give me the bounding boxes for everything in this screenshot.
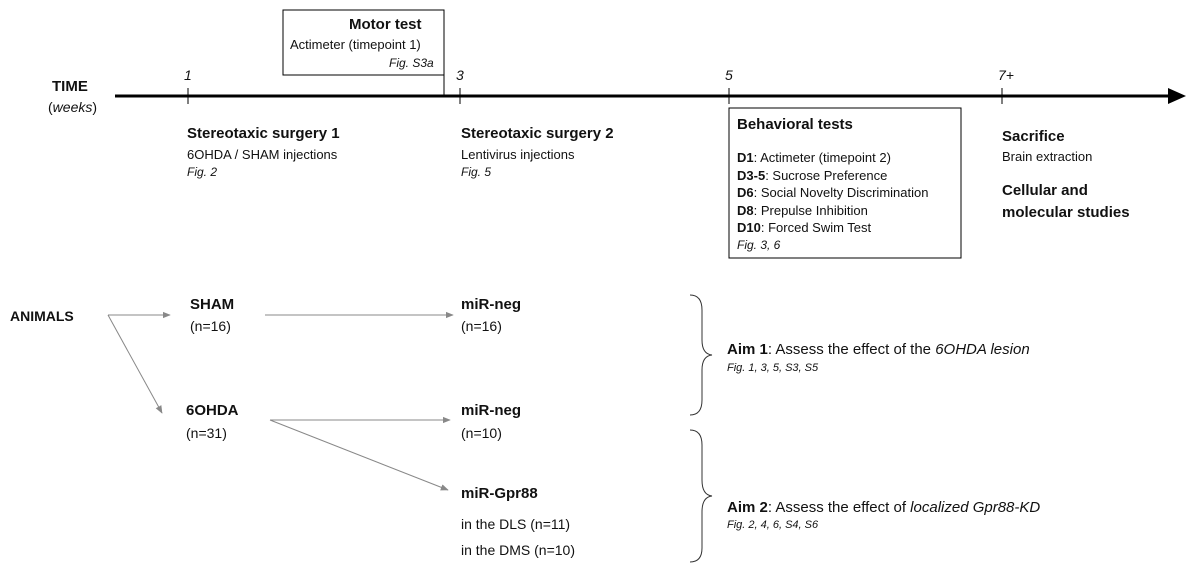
arrow [269,419,449,491]
text-run: ) [92,99,98,115]
event-fig: Fig. 5 [461,165,492,179]
brace [689,294,713,416]
behavioral-title: Behavioral tests [737,116,853,133]
behavioral-box [728,107,962,259]
brace [689,429,713,563]
arrow [107,314,163,414]
group-sub: in the DMS (n=10) [461,542,575,558]
text-run: Aim 1 [727,341,768,358]
animals-label: ANIMALS [10,308,74,324]
time-label: TIME [52,78,88,95]
behavioral-item: D3-5: Sucrose Preference [737,168,887,184]
text-run: D8 [737,203,754,218]
text-run: : Forced Swim Test [760,220,872,235]
text-run: weeks [52,99,93,115]
behavioral-item: D8: Prepulse Inhibition [737,203,868,219]
group-n: (n=31) [186,425,227,441]
timeline-arrowhead [1168,88,1186,104]
event-line: 6OHDA / SHAM injections [187,147,338,162]
text-run: D6 [737,185,754,200]
event-fig: Fig. 2 [187,165,218,179]
group-name: 6OHDA [186,402,239,419]
text-run: : Prepulse Inhibition [753,203,868,218]
aim-fig: Fig. 1, 3, 5, S3, S5 [727,362,819,374]
text-run: : Assess the effect of the [767,341,936,358]
tick-label: 1 [184,67,192,83]
behavioral-item: D1: Actimeter (timepoint 2) [737,150,891,166]
text-run: : Actimeter (timepoint 2) [753,150,891,165]
aim-fig: Fig. 2, 4, 6, S4, S6 [727,519,819,531]
time-unit: (weeks) [48,99,97,115]
group-n: (n=16) [461,318,502,334]
group-name: miR-neg [461,402,521,419]
group-n: (n=16) [190,318,231,334]
event-line: Lentivirus injections [461,147,575,162]
tick-label: 5 [725,67,733,83]
text-run: D10 [737,220,761,235]
group-name: miR-Gpr88 [461,485,538,502]
event-title: Sacrifice [1002,128,1065,145]
event-subtitle: molecular studies [1002,204,1130,221]
aim: Aim 1: Assess the effect of the 6OHDA le… [727,342,1030,358]
text-run: 6OHDA lesion [935,341,1030,358]
group-sub: in the DLS (n=11) [461,516,571,532]
tick-label: 7+ [998,67,1014,83]
text-run: : Social Novelty Discrimination [753,185,929,200]
motor-fig: Fig. S3a [389,56,434,70]
event-title: Stereotaxic surgery 1 [187,125,340,142]
group-name: miR-neg [461,296,521,313]
event-title: Stereotaxic surgery 2 [461,125,614,142]
text-run: Aim 2 [727,499,768,516]
behavioral-item: D6: Social Novelty Discrimination [737,185,928,201]
group-n: (n=10) [461,425,502,441]
aim: Aim 2: Assess the effect of localized Gp… [727,500,1040,516]
text-run: localized Gpr88-KD [910,499,1041,516]
text-run: ( [48,99,53,115]
text-run: D3-5 [737,168,766,183]
event-subtitle: Cellular and [1002,182,1088,199]
behavioral-item: D10: Forced Swim Test [737,220,871,236]
text-run: : Assess the effect of [767,499,911,516]
event-line: Brain extraction [1002,149,1093,164]
tick-label: 3 [456,67,464,83]
motor-line: Actimeter (timepoint 1) [290,37,421,52]
text-run: D1 [737,150,754,165]
motor-box [282,9,445,96]
behavioral-fig: Fig. 3, 6 [737,238,781,252]
motor-title: Motor test [349,16,422,33]
text-run: : Sucrose Preference [765,168,888,183]
group-name: SHAM [190,296,235,313]
